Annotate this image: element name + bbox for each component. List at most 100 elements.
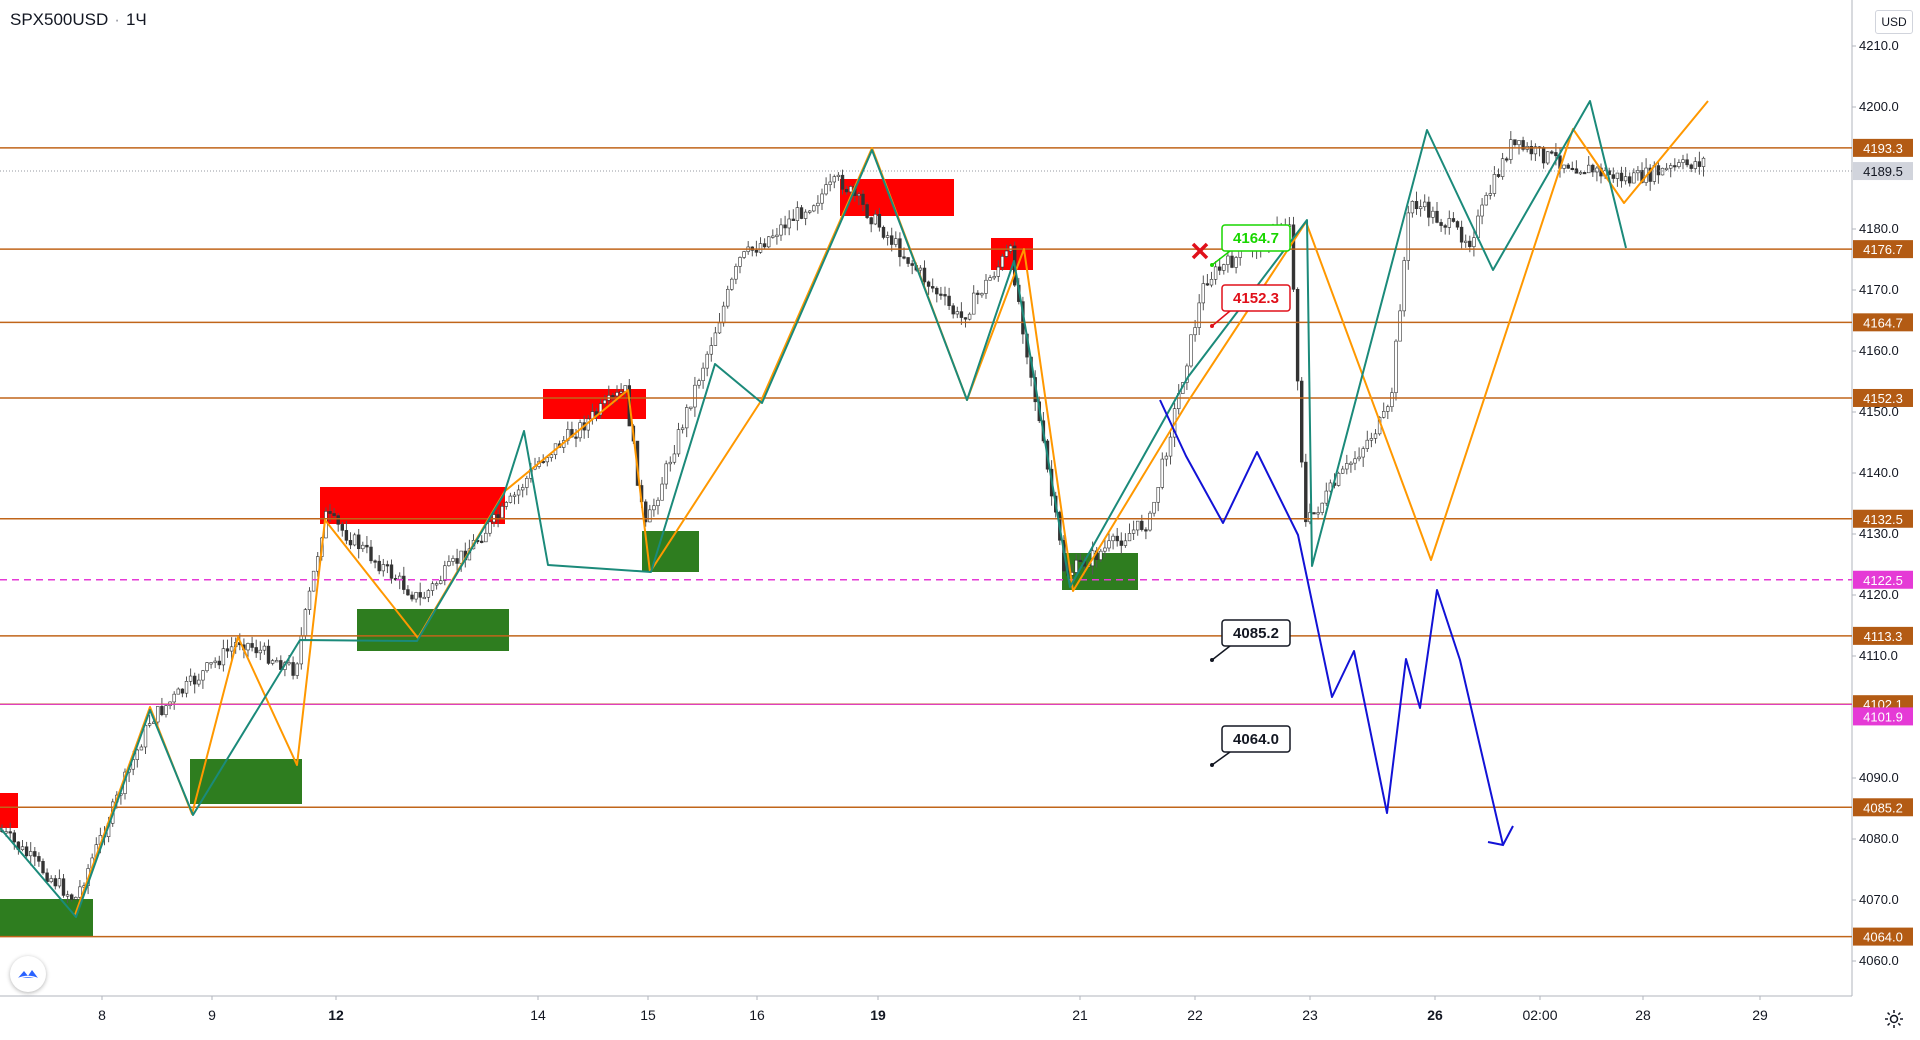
level-axis-label [1853, 927, 1913, 946]
candle-body [1119, 540, 1124, 546]
callout-pointer [1211, 751, 1231, 766]
candle-body [1439, 222, 1443, 226]
candle-body [225, 648, 230, 652]
candle-body [1004, 250, 1009, 257]
candle-body [1361, 448, 1365, 458]
candle-body [889, 235, 894, 245]
candle-body [1213, 266, 1218, 280]
candle-body [1197, 302, 1201, 328]
time-tick-label: 12 [328, 1007, 344, 1023]
candle-body [508, 495, 513, 503]
candle-body [1111, 535, 1115, 542]
candle-body [1500, 158, 1505, 177]
interval-label[interactable]: 1Ч [125, 10, 147, 29]
candle-body [406, 589, 410, 596]
candle-body [1562, 164, 1566, 169]
callout-pointer [1211, 645, 1231, 661]
callout-box[interactable] [1221, 619, 1291, 647]
candle-body [1459, 226, 1464, 243]
callout-text: 4064.0 [1233, 731, 1279, 748]
currency-button[interactable]: USD [1875, 10, 1913, 34]
candle-body [209, 662, 213, 665]
candle-body [246, 643, 250, 651]
candle-body [1226, 255, 1230, 265]
candle-body [1312, 512, 1316, 515]
candle-body [1410, 201, 1415, 214]
candle-body [1578, 172, 1583, 175]
candle-body [771, 235, 775, 238]
candle-body [906, 257, 910, 264]
candle-body [1336, 472, 1341, 486]
candle-body [1427, 201, 1431, 218]
candle-body [898, 238, 902, 258]
candle-body [1168, 436, 1173, 457]
candle-body [1000, 256, 1005, 268]
candle-body [1156, 487, 1160, 503]
time-tick-label: 22 [1187, 1007, 1203, 1023]
candle-body [1582, 172, 1587, 175]
projection-path[interactable] [1159, 399, 1504, 846]
candle-body [709, 345, 714, 355]
level-axis-label-text: 4164.7 [1863, 315, 1903, 330]
candle-body [1484, 195, 1488, 206]
price-tick-label: 4110.0 [1859, 648, 1898, 663]
candle-body [504, 502, 508, 507]
candle-body [1693, 161, 1698, 169]
candle-body [873, 213, 878, 225]
candle-body [1349, 462, 1353, 465]
time-tick-label: 21 [1072, 1007, 1088, 1023]
candle-body [1218, 266, 1222, 271]
callout-anchor [1210, 263, 1214, 267]
candle-body [1418, 206, 1423, 210]
candle-body [689, 406, 693, 409]
candle-body [1509, 139, 1513, 160]
tradingview-logo-icon[interactable] [10, 956, 46, 992]
candle-body [738, 257, 742, 267]
candle-body [20, 846, 25, 850]
candle-body [516, 489, 521, 496]
orange-wave-line[interactable] [74, 100, 1709, 916]
candle-body [1648, 167, 1652, 182]
candle-body [697, 380, 701, 386]
candle-body [1546, 151, 1550, 164]
candle-body [270, 660, 275, 664]
level-axis-label [1853, 388, 1913, 407]
gear-icon[interactable] [1883, 1008, 1905, 1030]
candle-body [1295, 289, 1300, 382]
candle-body [615, 392, 619, 397]
level-axis-label [1853, 138, 1913, 157]
candle-body [1074, 559, 1078, 573]
candle-body [1291, 224, 1296, 290]
red-x-icon [1191, 242, 1209, 260]
level-axis-label [1853, 313, 1913, 332]
candle-body [963, 317, 968, 320]
callout-box[interactable] [1221, 284, 1291, 312]
candle-body [1328, 482, 1333, 492]
candle-body [197, 679, 201, 685]
teal-wave-line[interactable] [0, 100, 1627, 918]
candle-body [205, 662, 209, 672]
candle-body [1660, 167, 1665, 176]
candle-body [848, 186, 853, 193]
candle-body [1697, 161, 1702, 167]
candle-body [1517, 140, 1521, 146]
candle-body [328, 511, 332, 514]
candle-body [1115, 535, 1119, 542]
level-axis-label [1853, 798, 1913, 817]
candle-body [1447, 218, 1452, 228]
candle-body [156, 706, 160, 723]
symbol-name[interactable]: SPX500USD [10, 10, 109, 29]
candle-body [1685, 159, 1689, 166]
callout-box[interactable] [1221, 725, 1291, 753]
callout-box[interactable] [1221, 224, 1291, 252]
candle-body [1386, 406, 1390, 412]
time-tick-label: 19 [870, 1007, 886, 1023]
candle-body [1636, 170, 1640, 174]
candle-body [139, 746, 144, 751]
price-tick-label: 4170.0 [1859, 282, 1899, 297]
candle-body [1357, 456, 1361, 460]
candle-body [1677, 162, 1681, 168]
price-tick-label: 4130.0 [1859, 526, 1899, 541]
candle-body [172, 693, 176, 703]
